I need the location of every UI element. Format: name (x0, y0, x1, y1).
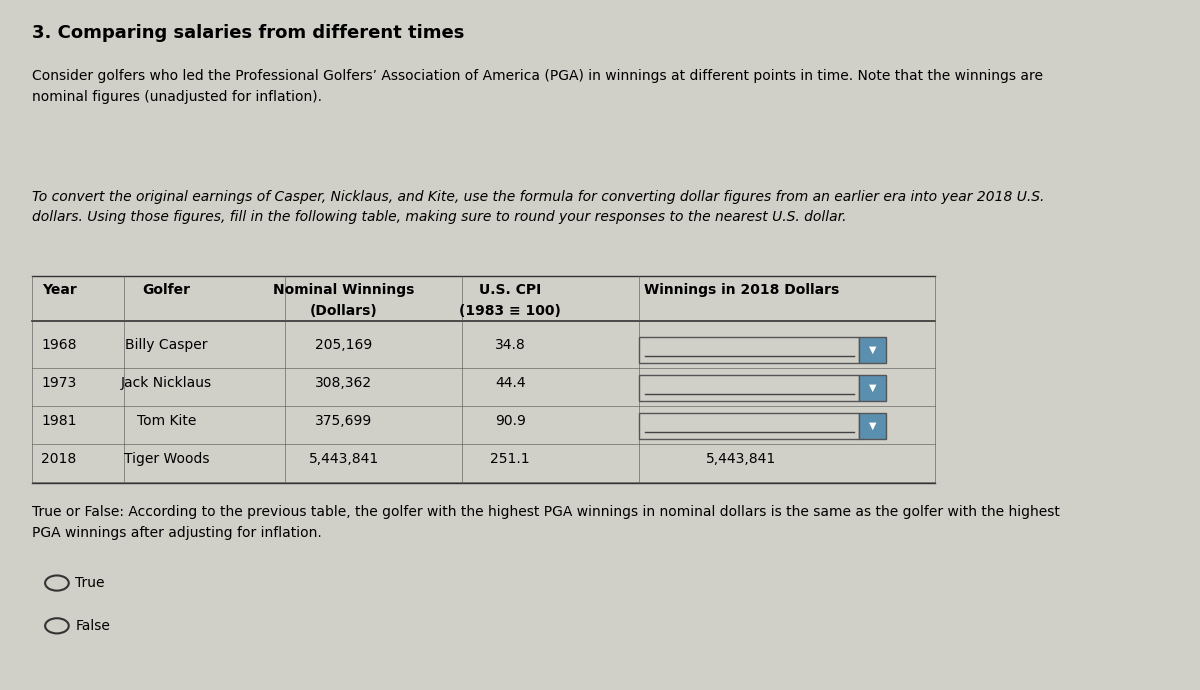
Text: True or False: According to the previous table, the golfer with the highest PGA : True or False: According to the previous… (32, 505, 1060, 540)
Text: To convert the original earnings of Casper, Nicklaus, and Kite, use the formula : To convert the original earnings of Casp… (32, 190, 1045, 224)
FancyBboxPatch shape (859, 337, 887, 363)
Text: 2018: 2018 (42, 452, 77, 466)
Text: 3. Comparing salaries from different times: 3. Comparing salaries from different tim… (32, 24, 464, 42)
Text: ▼: ▼ (869, 345, 876, 355)
Text: Tiger Woods: Tiger Woods (124, 452, 209, 466)
Text: 251.1: 251.1 (491, 452, 530, 466)
Text: Consider golfers who led the Professional Golfers’ Association of America (PGA) : Consider golfers who led the Professiona… (32, 69, 1043, 104)
Text: (Dollars): (Dollars) (310, 304, 378, 317)
Text: ▼: ▼ (869, 383, 876, 393)
Text: 44.4: 44.4 (494, 376, 526, 390)
Text: 1968: 1968 (41, 338, 77, 352)
Text: 308,362: 308,362 (316, 376, 372, 390)
Text: True: True (76, 576, 104, 590)
FancyBboxPatch shape (859, 413, 887, 439)
Text: 90.9: 90.9 (494, 414, 526, 428)
Text: Winnings in 2018 Dollars: Winnings in 2018 Dollars (643, 283, 839, 297)
Text: U.S. CPI: U.S. CPI (479, 283, 541, 297)
FancyBboxPatch shape (640, 375, 859, 401)
Text: 1981: 1981 (41, 414, 77, 428)
Text: Golfer: Golfer (143, 283, 191, 297)
Text: 34.8: 34.8 (494, 338, 526, 352)
Text: Billy Casper: Billy Casper (125, 338, 208, 352)
FancyBboxPatch shape (859, 375, 887, 401)
Text: 5,443,841: 5,443,841 (706, 452, 776, 466)
Text: (1983 ≡ 100): (1983 ≡ 100) (460, 304, 562, 317)
FancyBboxPatch shape (640, 413, 859, 439)
Text: 5,443,841: 5,443,841 (308, 452, 379, 466)
Text: 375,699: 375,699 (316, 414, 372, 428)
Text: Nominal Winnings: Nominal Winnings (274, 283, 414, 297)
Text: 205,169: 205,169 (316, 338, 372, 352)
Text: False: False (76, 619, 110, 633)
FancyBboxPatch shape (640, 337, 859, 363)
Text: 1973: 1973 (42, 376, 77, 390)
Text: ▼: ▼ (869, 421, 876, 431)
Text: Year: Year (42, 283, 77, 297)
Text: Tom Kite: Tom Kite (137, 414, 196, 428)
Text: Jack Nicklaus: Jack Nicklaus (121, 376, 212, 390)
